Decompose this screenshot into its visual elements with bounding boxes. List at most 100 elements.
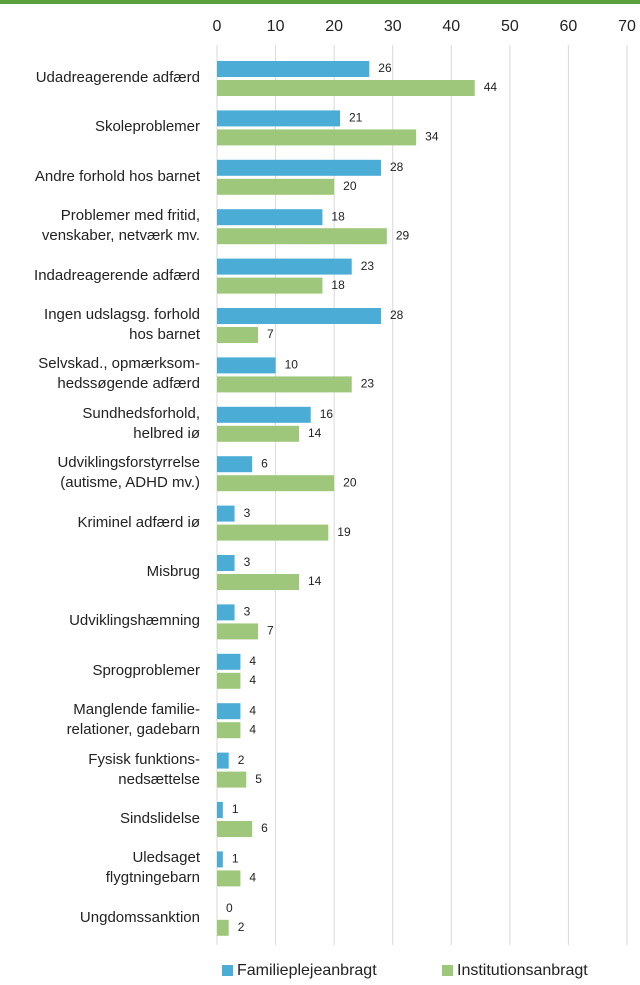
bar — [217, 703, 241, 720]
category-label: Indadreagerende adfærd — [34, 266, 200, 284]
value-label: 1 — [232, 802, 239, 816]
x-tick-label: 20 — [325, 18, 343, 35]
bar — [217, 376, 352, 393]
value-label: 5 — [255, 772, 262, 786]
value-label: 6 — [261, 821, 268, 835]
value-label: 4 — [249, 871, 256, 885]
category-label: Misbrug — [146, 563, 200, 580]
value-label: 3 — [244, 506, 251, 520]
category-label: Andre forhold hos barnet — [34, 167, 200, 185]
bar — [217, 555, 235, 571]
bar — [217, 228, 387, 245]
x-tick-label: 0 — [213, 18, 222, 35]
bar — [217, 653, 241, 670]
legend-swatch — [442, 965, 453, 976]
value-label: 18 — [331, 278, 345, 292]
value-label: 14 — [308, 426, 322, 440]
bar — [217, 672, 241, 689]
category-label: Uledsaget flygtningebarn — [105, 849, 200, 887]
bar — [217, 604, 235, 621]
value-label: 7 — [267, 624, 274, 638]
bar — [217, 574, 299, 590]
x-tick-label: 10 — [267, 18, 285, 35]
bar — [217, 456, 253, 473]
category-label: Selvskad., opmærksom- hedssøgende adfærd — [38, 355, 200, 393]
category-label: Sindslidelse — [119, 810, 200, 827]
bar — [217, 802, 223, 818]
x-tick-label: 60 — [560, 18, 578, 35]
category-label: Udviklingshæmning — [69, 612, 200, 630]
category-label: Ingen udslagsg. forhold hos barnet — [44, 306, 200, 343]
legend-label: Familieplejeanbragt — [237, 962, 377, 979]
bar — [217, 357, 276, 374]
bar — [217, 425, 299, 442]
legend-label: Institutionsanbragt — [457, 962, 588, 979]
bar — [217, 623, 258, 640]
x-tick-label: 30 — [384, 18, 402, 35]
bar — [217, 129, 417, 146]
value-label: 21 — [349, 111, 363, 125]
value-label: 3 — [244, 605, 251, 619]
bar — [217, 159, 381, 176]
bar — [217, 277, 323, 294]
category-label: Manglende familie- relationer, gadebarn — [66, 701, 200, 739]
value-label: 3 — [244, 555, 251, 569]
bar — [217, 80, 475, 96]
bar — [217, 722, 241, 739]
category-label: Skoleproblemer — [94, 118, 200, 136]
category-label: Ungdomssanktion — [79, 908, 200, 926]
category-label: Kriminel adfærd iø — [77, 513, 200, 531]
category-label: Problemer med fritid, venskaber, netværk… — [41, 207, 200, 245]
bar — [217, 524, 329, 541]
value-label: 4 — [249, 703, 256, 717]
bar — [217, 308, 381, 324]
category-label: Sprogproblemer — [92, 661, 200, 679]
category-label: Sundhedsforhold, helbred iø — [82, 404, 200, 442]
bar — [217, 209, 323, 226]
value-label: 14 — [308, 574, 322, 588]
bar — [217, 406, 311, 423]
value-label: 20 — [343, 179, 357, 193]
value-label: 26 — [378, 61, 392, 75]
value-label: 2 — [238, 753, 245, 767]
bar — [217, 752, 229, 769]
x-tick-label: 40 — [442, 18, 460, 35]
value-label: 4 — [249, 654, 256, 668]
value-label: 1 — [232, 852, 239, 866]
value-label: 4 — [249, 722, 256, 736]
value-label: 20 — [343, 475, 357, 489]
value-label: 23 — [361, 377, 375, 391]
value-label: 44 — [484, 80, 498, 94]
bar — [217, 851, 223, 868]
value-label: 29 — [396, 228, 410, 242]
value-label: 28 — [390, 160, 404, 174]
value-label: 6 — [261, 456, 268, 470]
value-label: 0 — [226, 901, 233, 915]
bar — [217, 258, 352, 275]
bar — [217, 505, 235, 522]
value-label: 2 — [238, 920, 245, 934]
x-tick-label: 50 — [501, 18, 519, 35]
value-label: 7 — [267, 327, 274, 341]
bar — [217, 870, 241, 887]
value-label: 23 — [361, 259, 375, 273]
category-label: Fysisk funktions- nedsættelse — [88, 750, 200, 788]
bar — [217, 771, 247, 788]
value-label: 34 — [425, 130, 439, 144]
bar — [217, 475, 335, 492]
bar — [217, 61, 370, 77]
value-label: 19 — [337, 525, 351, 539]
bar — [217, 821, 253, 837]
bar — [217, 178, 335, 195]
x-tick-label: 70 — [618, 18, 636, 35]
value-label: 16 — [320, 407, 334, 421]
value-label: 18 — [331, 209, 345, 223]
category-label: Udadreagerende adfærd — [35, 69, 200, 86]
value-label: 28 — [390, 308, 404, 322]
legend-swatch — [222, 965, 233, 976]
bar — [217, 110, 340, 127]
bar — [217, 327, 258, 343]
top-rule — [0, 0, 640, 4]
category-label: Udviklingsforstyrrelse (autisme, ADHD mv… — [57, 454, 200, 492]
